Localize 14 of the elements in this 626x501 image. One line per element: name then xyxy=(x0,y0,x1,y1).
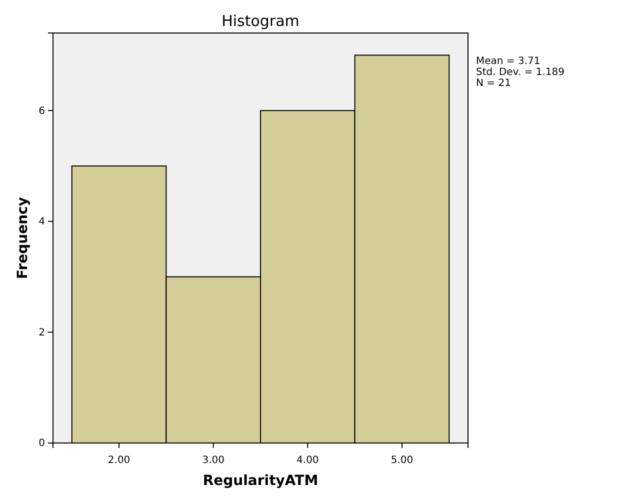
y-tick-label: 0 xyxy=(38,438,45,450)
x-axis-title: RegularityATM xyxy=(202,473,318,489)
x-tick-label: 5.00 xyxy=(390,455,414,466)
y-tick-label: 2 xyxy=(38,327,45,338)
y-tick-label: 4 xyxy=(38,216,45,228)
y-axis-title: Frequency xyxy=(15,197,31,279)
x-tick-label: 4.00 xyxy=(296,455,319,466)
y-tick-label: 6 xyxy=(38,106,45,117)
chart-title: Histogram xyxy=(222,12,300,30)
text: Std. Dev. = 1.189 xyxy=(476,67,565,78)
x-tick-label: 3.00 xyxy=(202,455,224,466)
text: N = 21 xyxy=(476,78,511,89)
x-tick-label: 2.00 xyxy=(108,455,130,466)
text: Mean = 3.71 xyxy=(476,56,540,67)
